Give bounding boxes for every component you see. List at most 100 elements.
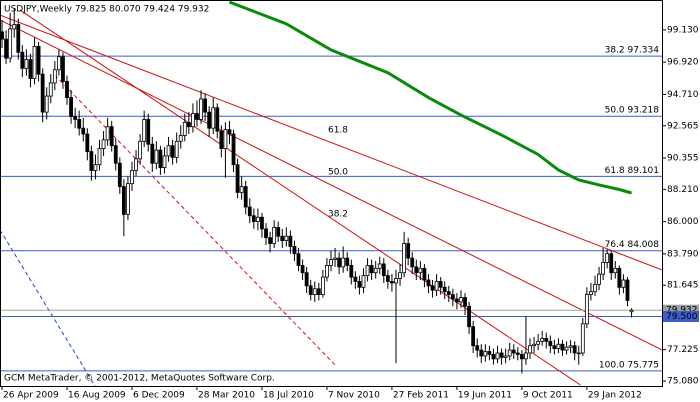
candle-body [203, 98, 207, 113]
candle-body [434, 281, 439, 291]
candle-body [357, 281, 362, 288]
x-tick-label: 29 Jan 2012 [588, 391, 642, 401]
candle-body [385, 275, 390, 282]
candle-body [170, 145, 175, 158]
candle-body [150, 143, 155, 164]
candle-body [519, 354, 524, 360]
candle-body [532, 343, 536, 347]
candle-body [24, 59, 29, 69]
candle-body [97, 148, 102, 166]
candle-body [491, 354, 496, 360]
candle-body [540, 338, 545, 342]
candle-body [377, 263, 382, 269]
candle-body [101, 139, 106, 150]
candle-body [113, 145, 118, 164]
trendline [0, 229, 96, 386]
candle-body [495, 352, 500, 360]
candle-body [426, 279, 431, 287]
candle-body [341, 257, 346, 268]
candle-body [292, 246, 297, 255]
candle-body [503, 355, 508, 358]
candle-body [621, 279, 626, 288]
y-tick-label: 90.355 [667, 154, 699, 164]
candle-body [28, 59, 33, 79]
candle-body [134, 158, 138, 171]
candle-body [69, 97, 73, 117]
candle-body [528, 345, 532, 354]
trendline [0, 19, 662, 351]
candle-body [48, 82, 53, 97]
candle-body [219, 130, 224, 150]
candle-body [402, 243, 407, 274]
y-tick-label: 77.225 [667, 345, 699, 355]
fib-label: 76.4 84.008 [605, 240, 660, 250]
candle-body [430, 285, 435, 291]
y-tick-label: 86.000 [667, 217, 699, 227]
candle-body [268, 237, 272, 244]
candle-body [93, 164, 98, 171]
candle-body [450, 294, 455, 300]
candle-body [52, 69, 57, 84]
candle-body [255, 216, 260, 223]
candle-body [475, 345, 480, 351]
candle-body [568, 345, 573, 348]
candle-body [77, 119, 82, 129]
candle-body [515, 352, 520, 355]
candle-body [463, 297, 467, 307]
candle-body [381, 263, 386, 277]
candle-body [239, 186, 244, 193]
candle-body [471, 326, 476, 347]
candle-body [414, 266, 419, 274]
candle-body [576, 352, 581, 355]
fan-label: 38.2 [328, 210, 348, 220]
x-tick-label: 19 Jun 2011 [458, 391, 512, 401]
candle-body [284, 235, 289, 241]
candle-body [146, 119, 151, 145]
chart-title: USDJPY,Weekly 79.825 80.070 79.424 79.93… [4, 5, 209, 15]
trendline [19, 9, 581, 386]
candle-body [552, 345, 557, 350]
candle-body [589, 291, 593, 296]
candle-body [304, 272, 309, 287]
candle-body [215, 107, 220, 132]
candle-body [320, 276, 325, 296]
candle-body [422, 267, 427, 281]
candle-body [130, 170, 134, 185]
candle-body [12, 24, 17, 30]
x-tick-label: 6 Dec 2009 [133, 391, 185, 401]
y-tick-label: 88.210 [667, 185, 699, 195]
candle-body [44, 95, 49, 113]
candle-body [4, 38, 8, 59]
candle-body [288, 235, 293, 247]
candle-body [186, 121, 191, 128]
candle-body [601, 262, 606, 275]
fib-label: 50.0 93.218 [605, 106, 660, 116]
candle-body [65, 81, 69, 98]
candle-body [438, 281, 443, 288]
y-tick-label: 94.710 [667, 90, 699, 100]
candle-body [243, 186, 248, 208]
candle-body [459, 297, 463, 303]
candle-body [548, 340, 553, 347]
x-tick-label: 26 Apr 2009 [3, 391, 59, 401]
candle-body [316, 288, 321, 296]
candle-body [121, 186, 126, 215]
fib-label: 61.8 89.101 [605, 166, 659, 176]
price-label: 79.500 [666, 312, 698, 322]
candle-body [337, 257, 342, 268]
y-tick-label: 96.920 [667, 58, 699, 68]
candle-body [511, 349, 516, 354]
candle-body [394, 278, 398, 284]
candle-body [158, 149, 163, 168]
fib-label: 100.0 75.775 [599, 360, 659, 370]
candle-body [61, 56, 65, 82]
candle-body [564, 346, 569, 351]
candle-body [20, 51, 25, 69]
candle-body [418, 267, 423, 274]
candle-body [353, 276, 358, 282]
candle-body [365, 265, 370, 277]
candle-body [251, 215, 256, 223]
y-tick-label: 75.080 [667, 377, 699, 387]
candle-body [455, 298, 459, 303]
candle-body [300, 265, 305, 274]
